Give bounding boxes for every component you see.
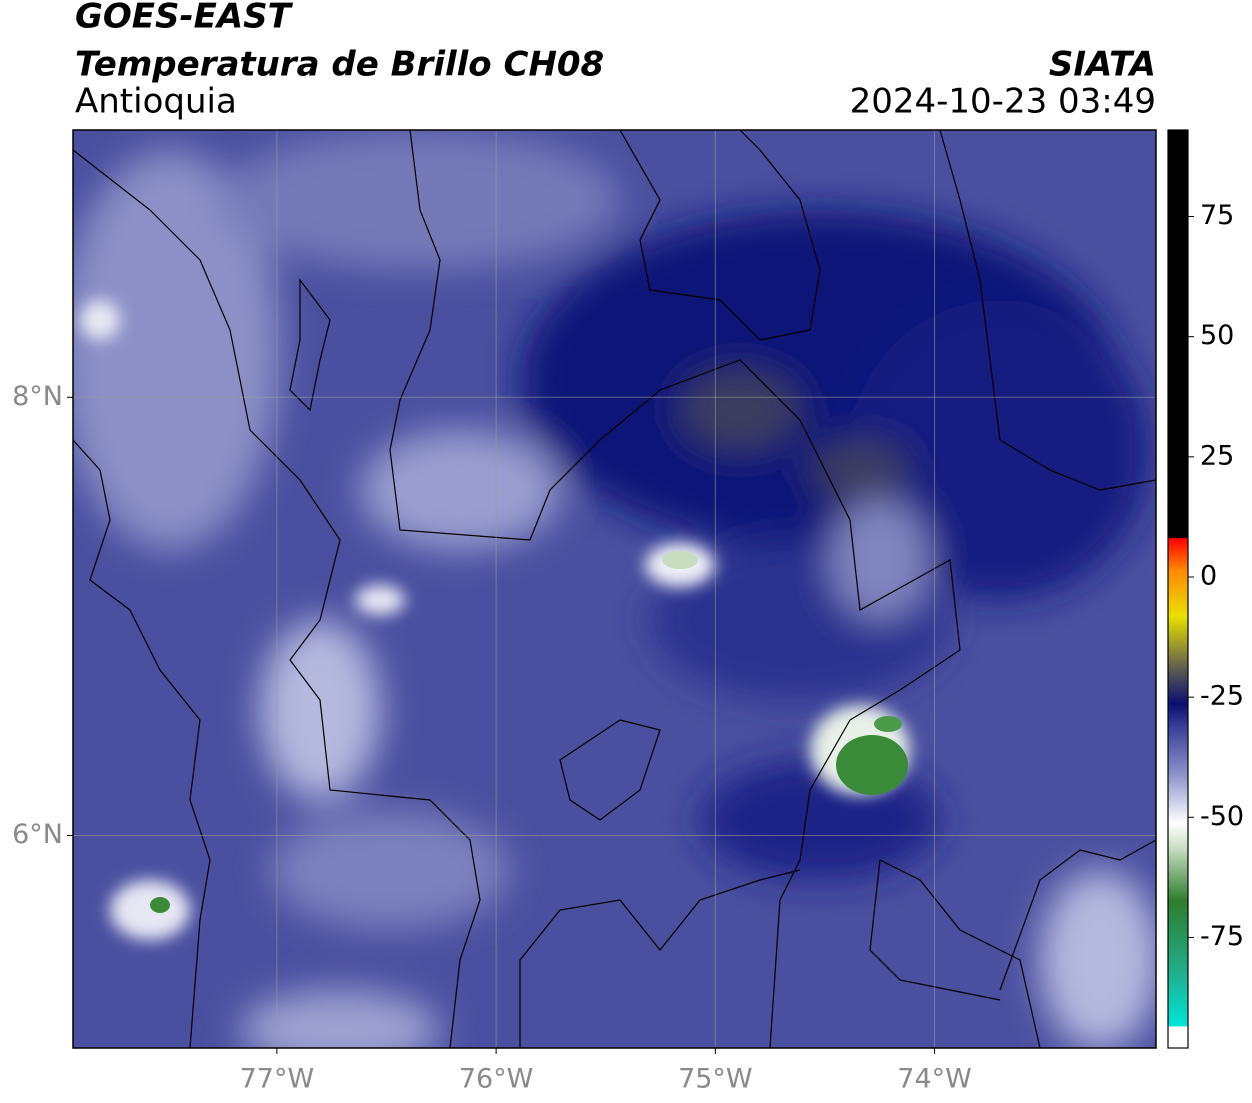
colorbar-label: 0 [1200, 560, 1217, 591]
x-tick-label: 74°W [897, 1064, 972, 1095]
colorbar-label: -50 [1200, 801, 1244, 832]
map-frame [72, 129, 1157, 1049]
y-tick-label: 6°N [12, 819, 63, 850]
colorbar-label: -75 [1200, 921, 1244, 952]
subtitle: Temperatura de Brillo CH08 [75, 45, 604, 85]
colorbar [1167, 129, 1189, 1049]
colorbar-label: 25 [1200, 440, 1234, 471]
y-tick-label: 8°N [12, 381, 63, 412]
x-tick-label: 75°W [678, 1064, 753, 1095]
source: SIATA [1049, 45, 1156, 85]
region: Antioquia [75, 82, 237, 122]
colorbar-label: 75 [1200, 200, 1234, 231]
x-tick-label: 77°W [240, 1064, 315, 1095]
title: GOES-EAST [75, 0, 294, 37]
colorbar-label: 50 [1200, 320, 1234, 351]
satellite-image [73, 130, 1156, 1048]
x-tick-label: 76°W [459, 1064, 534, 1095]
grid [67, 130, 1156, 1054]
colorbar-ticks: 75 50 25 0 -25 -50 -75 [1188, 200, 1244, 952]
datetime: 2024-10-23 03:49 [850, 82, 1156, 122]
colorbar-label: -25 [1200, 681, 1244, 712]
